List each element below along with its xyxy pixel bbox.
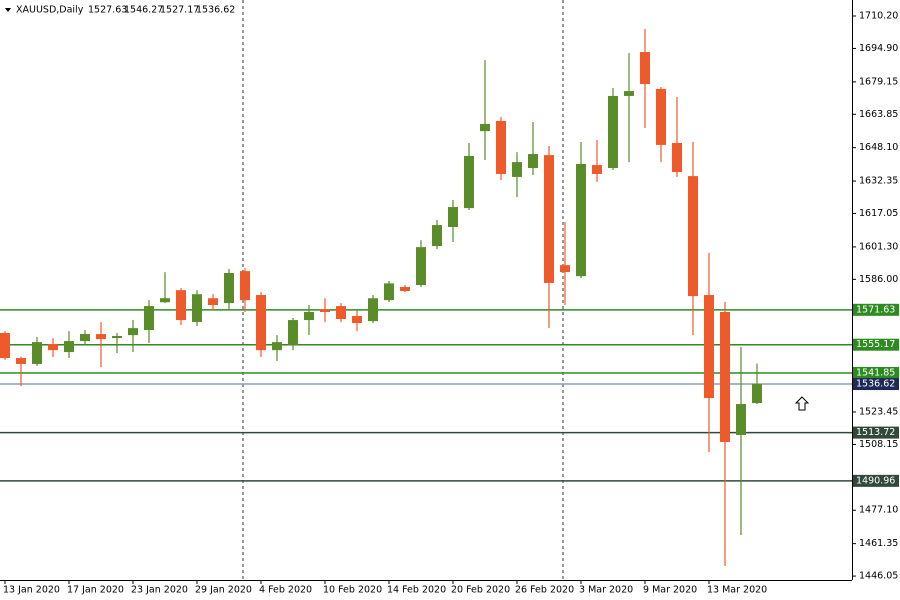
candle-body [480, 123, 490, 132]
y-tick-label: 1477.10 [859, 505, 898, 516]
candle-body [64, 341, 74, 353]
candle-body [208, 298, 218, 306]
menu-triangle[interactable] [5, 8, 11, 12]
y-tick-label: 1523.45 [859, 406, 898, 417]
candle-body [304, 311, 314, 321]
x-tick-label: 13 Mar 2020 [707, 585, 767, 596]
candle-body [400, 286, 410, 292]
y-tick-label: 1679.15 [859, 76, 898, 87]
level-label-box [853, 378, 899, 391]
level-label: 1571.63 [856, 304, 895, 315]
x-tick-label: 13 Jan 2020 [3, 585, 60, 596]
candle-body [704, 295, 714, 399]
y-tick-label: 1508.15 [859, 439, 898, 450]
x-tick-label: 4 Feb 2020 [259, 585, 312, 596]
candle-body [16, 358, 26, 364]
y-tick-label: 1694.90 [859, 43, 898, 54]
level-label: 1541.85 [856, 367, 895, 378]
candle-body [80, 334, 90, 342]
y-tick-label: 1617.05 [859, 208, 898, 219]
ohlc-close: 1536.62 [196, 5, 235, 16]
candle-body [688, 176, 698, 297]
y-tick-label: 1663.85 [859, 109, 898, 120]
candle-body [384, 283, 394, 301]
y-tick-label: 1632.35 [859, 176, 898, 187]
y-tick-label: 1461.35 [859, 538, 898, 549]
candle-body [720, 311, 730, 442]
candle-body [176, 290, 186, 321]
x-tick-label: 9 Mar 2020 [643, 585, 697, 596]
candle-body [464, 155, 474, 209]
candle-body [752, 384, 762, 404]
y-tick-label: 1586.00 [859, 274, 898, 285]
candle-body [432, 225, 442, 247]
candle-body [592, 165, 602, 174]
candle-body [416, 247, 426, 286]
level-label-box [853, 338, 899, 351]
candle-body [192, 294, 202, 322]
candle-body [544, 155, 554, 283]
x-tick-label: 17 Jan 2020 [67, 585, 124, 596]
candle-body [240, 271, 250, 301]
candle-body [352, 316, 362, 324]
candle-body [96, 334, 106, 340]
candle-body [320, 309, 330, 312]
y-tick-label: 1648.10 [859, 142, 898, 153]
candle-body [0, 332, 10, 359]
x-tick-label: 14 Feb 2020 [387, 585, 446, 596]
y-tick-label: 1446.05 [859, 571, 898, 582]
candle-body [336, 306, 346, 319]
x-tick-label: 23 Jan 2020 [131, 585, 188, 596]
candle-body [112, 335, 122, 339]
symbol-label: XAUUSD,Daily [16, 5, 84, 16]
x-tick-label: 20 Feb 2020 [451, 585, 510, 596]
candle-body [144, 306, 154, 331]
candle-body [656, 88, 666, 145]
candle-body [32, 342, 42, 364]
y-tick-label: 1601.30 [859, 241, 898, 252]
y-tick-label: 1710.20 [859, 11, 898, 22]
candle-body [288, 320, 298, 346]
candle-body [272, 342, 282, 351]
ohlc-high: 1546.27 [124, 5, 163, 16]
level-label-box [853, 474, 899, 487]
candle-body [448, 207, 458, 227]
candle-body [576, 164, 586, 277]
candle-body [736, 404, 746, 435]
candle-body [224, 272, 234, 304]
level-label-box [853, 366, 899, 379]
candle-body [512, 162, 522, 177]
candle-body [672, 143, 682, 173]
x-tick-label: 26 Feb 2020 [515, 585, 574, 596]
candle-body [128, 328, 138, 336]
level-label: 1490.96 [856, 475, 895, 486]
plot-area [0, 28, 852, 567]
candle-body [496, 120, 506, 174]
x-tick-label: 29 Jan 2020 [195, 585, 252, 596]
ohlc-low: 1527.17 [160, 5, 199, 16]
candle-body [368, 298, 378, 322]
level-label: 1536.62 [856, 379, 895, 390]
x-tick-label: 10 Feb 2020 [323, 585, 382, 596]
candle-body [608, 95, 618, 169]
x-tick-label: 3 Mar 2020 [579, 585, 633, 596]
chart-header: XAUUSD,Daily 1527.63 1546.27 1527.17 153… [5, 5, 235, 16]
candle-body [560, 265, 570, 273]
level-label: 1513.72 [856, 427, 895, 438]
candle-body [640, 52, 650, 85]
candle-body [256, 295, 266, 351]
candle-body [624, 91, 634, 96]
candle-body [528, 154, 538, 169]
cursor-arrow [794, 396, 810, 411]
level-label: 1555.17 [856, 339, 895, 350]
level-label-box [853, 426, 899, 439]
level-label-box [853, 303, 899, 316]
candle-body [48, 344, 58, 351]
candle-body [160, 298, 170, 303]
ohlc-open: 1527.63 [88, 5, 127, 16]
